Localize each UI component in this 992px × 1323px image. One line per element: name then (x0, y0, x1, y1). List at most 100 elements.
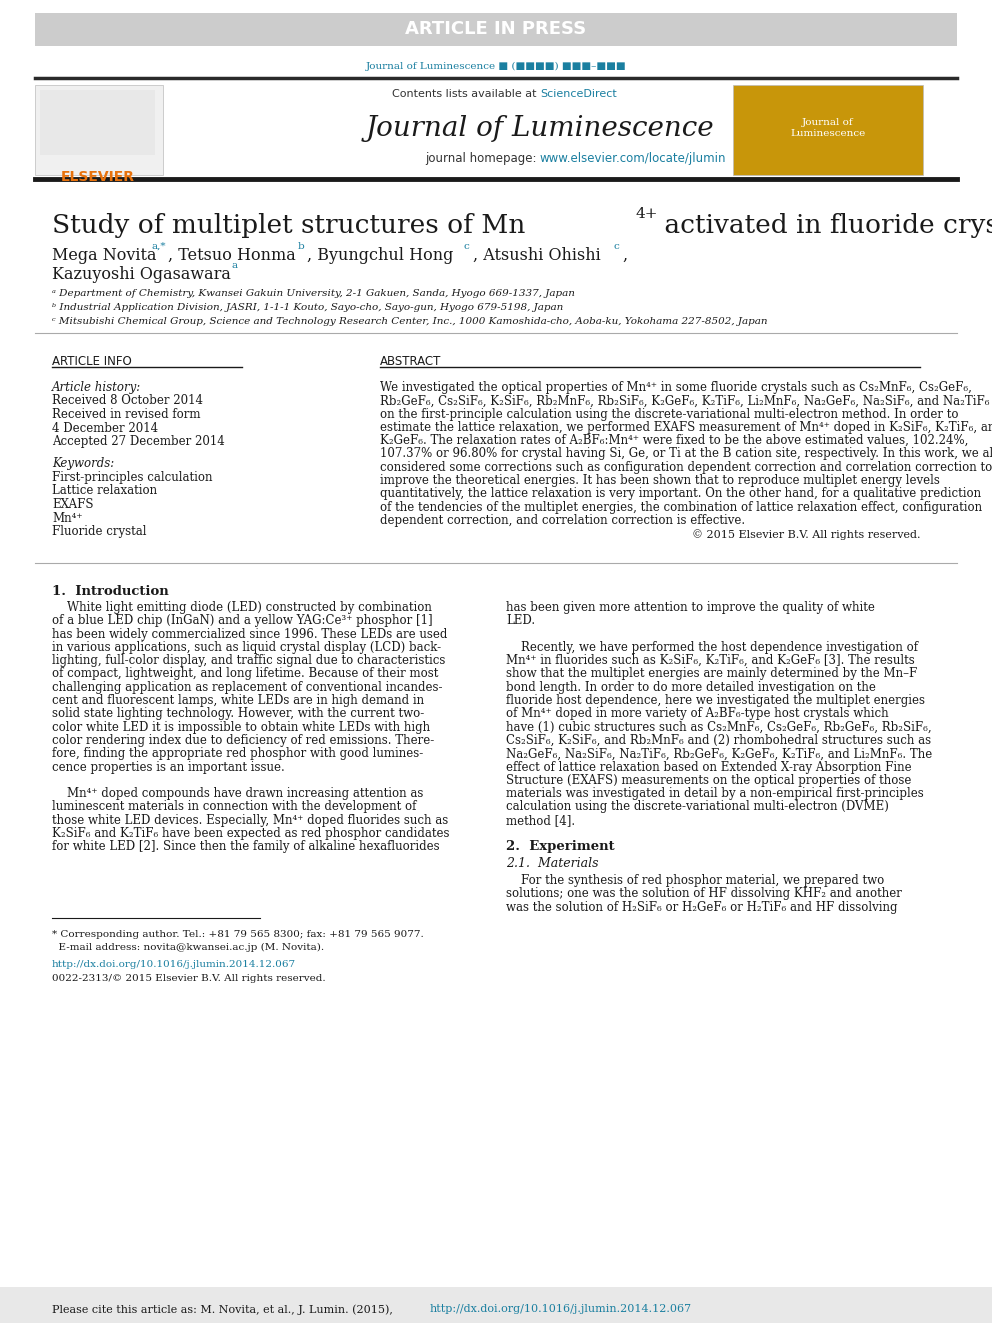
Text: bond length. In order to do more detailed investigation on the: bond length. In order to do more detaile… (506, 681, 876, 693)
Text: 2.1.  Materials: 2.1. Materials (506, 857, 598, 871)
Text: 2.  Experiment: 2. Experiment (506, 840, 615, 853)
Text: For the synthesis of red phosphor material, we prepared two: For the synthesis of red phosphor materi… (506, 875, 884, 886)
Text: cent and fluorescent lamps, white LEDs are in high demand in: cent and fluorescent lamps, white LEDs a… (52, 695, 425, 706)
Text: fluoride host dependence, here we investigated the multiplet energies: fluoride host dependence, here we invest… (506, 695, 925, 706)
Text: ARTICLE IN PRESS: ARTICLE IN PRESS (406, 20, 586, 38)
Text: of the tendencies of the multiplet energies, the combination of lattice relaxati: of the tendencies of the multiplet energ… (380, 500, 982, 513)
Text: ᵇ Industrial Application Division, JASRI, 1-1-1 Kouto, Sayo-cho, Sayo-gun, Hyogo: ᵇ Industrial Application Division, JASRI… (52, 303, 563, 312)
Text: 0022-2313/© 2015 Elsevier B.V. All rights reserved.: 0022-2313/© 2015 Elsevier B.V. All right… (52, 974, 325, 983)
Text: K₂SiF₆ and K₂TiF₆ have been expected as red phosphor candidates: K₂SiF₆ and K₂TiF₆ have been expected as … (52, 827, 449, 840)
Text: 107.37% or 96.80% for crystal having Si, Ge, or Ti at the B cation site, respect: 107.37% or 96.80% for crystal having Si,… (380, 447, 992, 460)
Text: ABSTRACT: ABSTRACT (380, 355, 441, 368)
Text: of Mn⁴⁺ doped in more variety of A₂BF₆-type host crystals which: of Mn⁴⁺ doped in more variety of A₂BF₆-t… (506, 708, 889, 721)
Text: ,: , (622, 247, 627, 265)
Text: those white LED devices. Especially, Mn⁴⁺ doped fluorides such as: those white LED devices. Especially, Mn⁴… (52, 814, 448, 827)
FancyBboxPatch shape (40, 90, 155, 155)
Text: dependent correction, and correlation correction is effective.: dependent correction, and correlation co… (380, 515, 745, 527)
Text: has been given more attention to improve the quality of white: has been given more attention to improve… (506, 601, 875, 614)
Text: solid state lighting technology. However, with the current two-: solid state lighting technology. However… (52, 708, 425, 721)
Text: have (1) cubic structures such as Cs₂MnF₆, Cs₂GeF₆, Rb₂GeF₆, Rb₂SiF₆,: have (1) cubic structures such as Cs₂MnF… (506, 721, 931, 734)
Text: * Corresponding author. Tel.: +81 79 565 8300; fax: +81 79 565 9077.: * Corresponding author. Tel.: +81 79 565… (52, 930, 424, 939)
Text: challenging application as replacement of conventional incandes-: challenging application as replacement o… (52, 681, 442, 693)
Text: LED.: LED. (506, 614, 535, 627)
Text: K₂GeF₆. The relaxation rates of A₂BF₆:Mn⁴⁺ were fixed to be the above estimated : K₂GeF₆. The relaxation rates of A₂BF₆:Mn… (380, 434, 968, 447)
Text: Structure (EXAFS) measurements on the optical properties of those: Structure (EXAFS) measurements on the op… (506, 774, 912, 787)
Text: ᵃ Department of Chemistry, Kwansei Gakuin University, 2-1 Gakuen, Sanda, Hyogo 6: ᵃ Department of Chemistry, Kwansei Gakui… (52, 288, 575, 298)
Text: for white LED [2]. Since then the family of alkaline hexafluorides: for white LED [2]. Since then the family… (52, 840, 439, 853)
Text: Journal of Luminescence: Journal of Luminescence (366, 115, 714, 142)
Text: http://dx.doi.org/10.1016/j.jlumin.2014.12.067: http://dx.doi.org/10.1016/j.jlumin.2014.… (52, 960, 297, 968)
Text: Please cite this article as: M. Novita, et al., J. Lumin. (2015), http://dx.doi.: Please cite this article as: M. Novita, … (52, 1304, 659, 1315)
Text: , Byungchul Hong: , Byungchul Hong (307, 247, 458, 265)
Text: a,*: a,* (152, 242, 167, 251)
Text: Kazuyoshi Ogasawara: Kazuyoshi Ogasawara (52, 266, 236, 283)
Text: Cs₂SiF₆, K₂SiF₆, and Rb₂MnF₆ and (2) rhombohedral structures such as: Cs₂SiF₆, K₂SiF₆, and Rb₂MnF₆ and (2) rho… (506, 734, 931, 747)
Text: ScienceDirect: ScienceDirect (540, 89, 617, 99)
Text: http://dx.doi.org/10.1016/j.jlumin.2014.12.067: http://dx.doi.org/10.1016/j.jlumin.2014.… (430, 1304, 692, 1314)
FancyBboxPatch shape (35, 85, 163, 175)
Text: of compact, lightweight, and long lifetime. Because of their most: of compact, lightweight, and long lifeti… (52, 668, 438, 680)
Text: , Atsushi Ohishi: , Atsushi Ohishi (473, 247, 606, 265)
Text: EXAFS: EXAFS (52, 497, 93, 511)
Text: Mega Novita: Mega Novita (52, 247, 162, 265)
Text: White light emitting diode (LED) constructed by combination: White light emitting diode (LED) constru… (52, 601, 432, 614)
Text: Fluoride crystal: Fluoride crystal (52, 525, 147, 538)
Text: method [4].: method [4]. (506, 814, 575, 827)
Text: ARTICLE INFO: ARTICLE INFO (52, 355, 132, 368)
Text: Keywords:: Keywords: (52, 456, 114, 470)
Text: We investigated the optical properties of Mn⁴⁺ in some fluoride crystals such as: We investigated the optical properties o… (380, 381, 972, 394)
Text: www.elsevier.com/locate/jlumin: www.elsevier.com/locate/jlumin (540, 152, 726, 165)
Text: calculation using the discrete-variational multi-electron (DVME): calculation using the discrete-variation… (506, 800, 889, 814)
Text: Mn⁴⁺ doped compounds have drawn increasing attention as: Mn⁴⁺ doped compounds have drawn increasi… (52, 787, 424, 800)
Text: Rb₂GeF₆, Cs₂SiF₆, K₂SiF₆, Rb₂MnF₆, Rb₂SiF₆, K₂GeF₆, K₂TiF₆, Li₂MnF₆, Na₂GeF₆, Na: Rb₂GeF₆, Cs₂SiF₆, K₂SiF₆, Rb₂MnF₆, Rb₂Si… (380, 394, 992, 407)
Text: b: b (298, 242, 305, 251)
Text: solutions; one was the solution of HF dissolving KHF₂ and another: solutions; one was the solution of HF di… (506, 888, 902, 900)
Text: materials was investigated in detail by a non-empirical first-principles: materials was investigated in detail by … (506, 787, 924, 800)
FancyBboxPatch shape (35, 13, 957, 46)
Text: show that the multiplet energies are mainly determined by the Mn–F: show that the multiplet energies are mai… (506, 668, 918, 680)
Text: improve the theoretical energies. It has been shown that to reproduce multiplet : improve the theoretical energies. It has… (380, 474, 939, 487)
Text: Lattice relaxation: Lattice relaxation (52, 484, 157, 497)
Text: Contents lists available at: Contents lists available at (392, 89, 540, 99)
Text: 4 December 2014: 4 December 2014 (52, 422, 158, 434)
Text: Mn⁴⁺: Mn⁴⁺ (52, 512, 82, 524)
Text: Mn⁴⁺ in fluorides such as K₂SiF₆, K₂TiF₆, and K₂GeF₆ [3]. The results: Mn⁴⁺ in fluorides such as K₂SiF₆, K₂TiF₆… (506, 654, 915, 667)
Text: 4+: 4+ (636, 206, 659, 221)
Text: effect of lattice relaxation based on Extended X-ray Absorption Fine: effect of lattice relaxation based on Ex… (506, 761, 912, 774)
Text: Received 8 October 2014: Received 8 October 2014 (52, 394, 203, 407)
Text: has been widely commercialized since 1996. These LEDs are used: has been widely commercialized since 199… (52, 627, 447, 640)
Text: Please cite this article as: M. Novita, et al., J. Lumin. (2015),: Please cite this article as: M. Novita, … (52, 1304, 397, 1315)
Text: Received in revised form: Received in revised form (52, 407, 200, 421)
Text: fore, finding the appropriate red phosphor with good lumines-: fore, finding the appropriate red phosph… (52, 747, 424, 761)
Text: c: c (614, 242, 620, 251)
Text: © 2015 Elsevier B.V. All rights reserved.: © 2015 Elsevier B.V. All rights reserved… (691, 529, 920, 540)
Text: ᶜ Mitsubishi Chemical Group, Science and Technology Research Center, Inc., 1000 : ᶜ Mitsubishi Chemical Group, Science and… (52, 318, 768, 325)
Text: lighting, full-color display, and traffic signal due to characteristics: lighting, full-color display, and traffi… (52, 654, 445, 667)
Text: Study of multiplet structures of Mn: Study of multiplet structures of Mn (52, 213, 526, 238)
Text: luminescent materials in connection with the development of: luminescent materials in connection with… (52, 800, 417, 814)
Text: Accepted 27 December 2014: Accepted 27 December 2014 (52, 435, 225, 448)
Text: considered some corrections such as configuration dependent correction and corre: considered some corrections such as conf… (380, 460, 992, 474)
Text: Na₂GeF₆, Na₂SiF₆, Na₂TiF₆, Rb₂GeF₆, K₂GeF₆, K₂TiF₆, and Li₂MnF₆. The: Na₂GeF₆, Na₂SiF₆, Na₂TiF₆, Rb₂GeF₆, K₂Ge… (506, 747, 932, 761)
Text: First-principles calculation: First-principles calculation (52, 471, 212, 484)
Text: ELSEVIER: ELSEVIER (61, 169, 135, 184)
Text: a: a (232, 261, 238, 270)
Text: color white LED it is impossible to obtain white LEDs with high: color white LED it is impossible to obta… (52, 721, 431, 734)
Text: in various applications, such as liquid crystal display (LCD) back-: in various applications, such as liquid … (52, 640, 441, 654)
FancyBboxPatch shape (733, 85, 923, 175)
Text: Recently, we have performed the host dependence investigation of: Recently, we have performed the host dep… (506, 640, 918, 654)
Text: was the solution of H₂SiF₆ or H₂GeF₆ or H₂TiF₆ and HF dissolving: was the solution of H₂SiF₆ or H₂GeF₆ or … (506, 901, 898, 914)
Text: Article history:: Article history: (52, 381, 141, 394)
Text: on the first-principle calculation using the discrete-variational multi-electron: on the first-principle calculation using… (380, 407, 958, 421)
Text: Journal of
Luminescence: Journal of Luminescence (791, 118, 866, 138)
Text: journal homepage:: journal homepage: (425, 152, 540, 165)
Text: c: c (464, 242, 470, 251)
FancyBboxPatch shape (0, 1287, 992, 1323)
Text: 1.  Introduction: 1. Introduction (52, 585, 169, 598)
Text: activated in fluoride crystals: activated in fluoride crystals (656, 213, 992, 238)
Text: quantitatively, the lattice relaxation is very important. On the other hand, for: quantitatively, the lattice relaxation i… (380, 487, 981, 500)
Text: color rendering index due to deficiency of red emissions. There-: color rendering index due to deficiency … (52, 734, 434, 747)
Text: of a blue LED chip (InGaN) and a yellow YAG:Ce³⁺ phosphor [1]: of a blue LED chip (InGaN) and a yellow … (52, 614, 433, 627)
Text: estimate the lattice relaxation, we performed EXAFS measurement of Mn⁴⁺ doped in: estimate the lattice relaxation, we perf… (380, 421, 992, 434)
Text: E-mail address: novita@kwansei.ac.jp (M. Novita).: E-mail address: novita@kwansei.ac.jp (M.… (52, 943, 324, 953)
